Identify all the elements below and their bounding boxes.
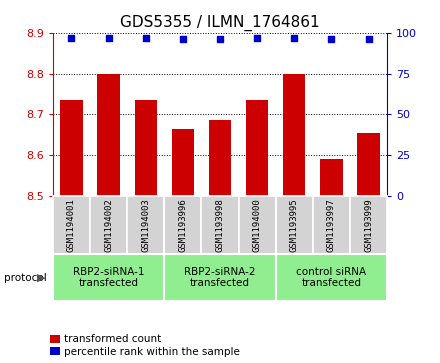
Bar — [127, 196, 164, 254]
Point — [216, 36, 224, 42]
Bar — [202, 196, 238, 254]
Bar — [90, 196, 127, 254]
Bar — [164, 196, 202, 254]
Text: RBP2-siRNA-2
transfected: RBP2-siRNA-2 transfected — [184, 267, 256, 289]
Bar — [53, 254, 164, 301]
Bar — [60, 100, 83, 196]
Bar — [97, 73, 120, 196]
Bar — [53, 196, 90, 254]
Bar — [209, 121, 231, 196]
Bar — [320, 159, 343, 196]
Bar — [135, 100, 157, 196]
Text: GSM1194001: GSM1194001 — [67, 198, 76, 252]
Point — [142, 35, 149, 41]
Point — [253, 35, 260, 41]
Point — [365, 36, 372, 42]
Point — [68, 35, 75, 41]
Point — [328, 36, 335, 42]
Text: GSM1193996: GSM1193996 — [178, 198, 187, 252]
Bar — [350, 196, 387, 254]
Text: GSM1194000: GSM1194000 — [253, 198, 262, 252]
Text: GSM1193997: GSM1193997 — [327, 198, 336, 252]
Text: GSM1193998: GSM1193998 — [216, 198, 224, 252]
Bar — [313, 196, 350, 254]
Text: GSM1193995: GSM1193995 — [290, 198, 299, 252]
Bar — [276, 196, 313, 254]
Text: RBP2-siRNA-1
transfected: RBP2-siRNA-1 transfected — [73, 267, 144, 289]
Text: ▶: ▶ — [37, 273, 46, 283]
Bar — [357, 133, 380, 196]
Bar — [164, 254, 276, 301]
Title: GDS5355 / ILMN_1764861: GDS5355 / ILMN_1764861 — [120, 15, 320, 31]
Point — [105, 35, 112, 41]
Bar — [246, 100, 268, 196]
Bar — [238, 196, 276, 254]
Text: GSM1193999: GSM1193999 — [364, 198, 373, 252]
Text: protocol: protocol — [4, 273, 47, 283]
Text: control siRNA
transfected: control siRNA transfected — [297, 267, 367, 289]
Legend: transformed count, percentile rank within the sample: transformed count, percentile rank withi… — [49, 333, 241, 358]
Bar — [172, 129, 194, 196]
Bar — [276, 254, 387, 301]
Bar — [283, 73, 305, 196]
Text: GSM1194002: GSM1194002 — [104, 198, 113, 252]
Point — [291, 35, 298, 41]
Text: GSM1194003: GSM1194003 — [141, 198, 150, 252]
Point — [180, 36, 187, 42]
